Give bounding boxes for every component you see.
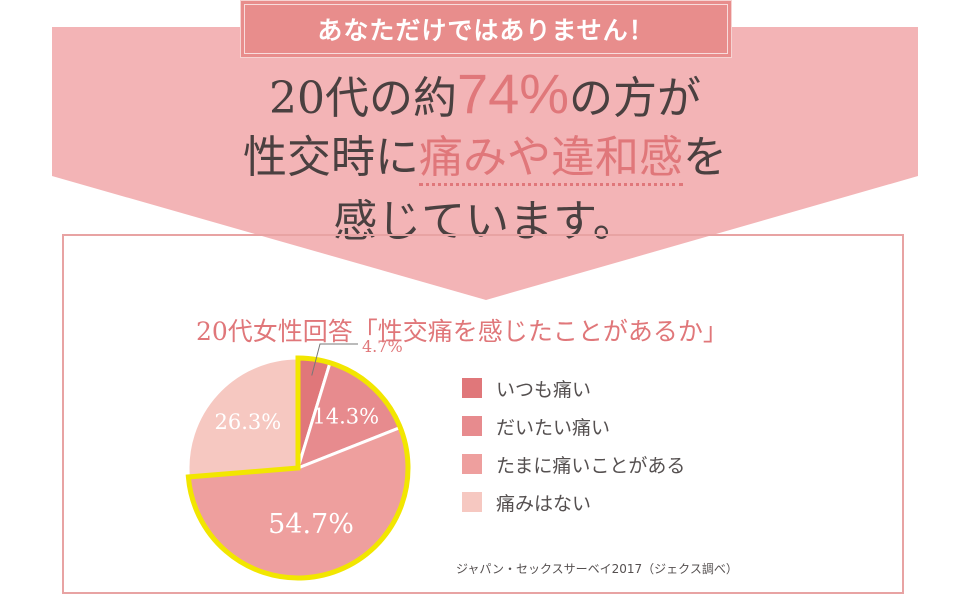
arrow-shape	[52, 27, 918, 300]
highlight-outline	[185, 355, 411, 581]
legend-label: いつも痛い	[496, 378, 592, 401]
legend-swatch	[462, 454, 482, 474]
pie-slice-4	[186, 356, 300, 479]
header-arrow-banner	[52, 27, 918, 300]
slice-label-2: 14.3%	[312, 405, 379, 429]
headline-text: 20代の約	[268, 73, 457, 124]
legend-item: だいたい痛い	[462, 412, 685, 440]
intro-badge: あなただけではありません！	[240, 0, 732, 58]
slice-label-4: 26.3%	[214, 410, 281, 434]
headline-text: を	[683, 132, 727, 183]
legend-item: たまに痛いことがある	[462, 450, 685, 478]
legend-item: 痛みはない	[462, 488, 685, 516]
leader-line	[311, 343, 358, 376]
legend-swatch	[462, 492, 482, 512]
legend-label: だいたい痛い	[496, 416, 611, 439]
slice-label-1: 4.7%	[362, 337, 403, 356]
legend-item: いつも痛い	[462, 374, 685, 402]
legend-label: たまに痛いことがある	[496, 454, 686, 477]
headline-text: の方が	[569, 73, 702, 124]
headline-text: 性交時に	[243, 132, 419, 183]
headline-line-1: 20代の約74%の方が	[60, 62, 910, 126]
headline-line-2: 性交時に痛みや違和感を	[60, 126, 910, 190]
source-note: ジャパン・セックスサーベイ2017（ジェクス調べ）	[456, 562, 738, 576]
chart-frame	[62, 234, 904, 594]
headline-percent: 74%	[456, 62, 570, 125]
legend-label: 痛みはない	[496, 492, 592, 515]
headline-emphasis: 痛みや違和感	[419, 132, 683, 186]
headline: 20代の約74%の方が 性交時に痛みや違和感を 感じています。	[60, 62, 910, 254]
chart-title: 20代女性回答「性交痛を感じたことがあるか」	[196, 317, 728, 346]
slice-label-3: 54.7%	[268, 509, 354, 540]
legend-swatch	[462, 416, 482, 436]
headline-line-3: 感じています。	[333, 196, 637, 247]
chart-legend: いつも痛いだいたい痛いたまに痛いことがある 痛みはない	[462, 374, 685, 526]
legend-swatch	[462, 378, 482, 398]
